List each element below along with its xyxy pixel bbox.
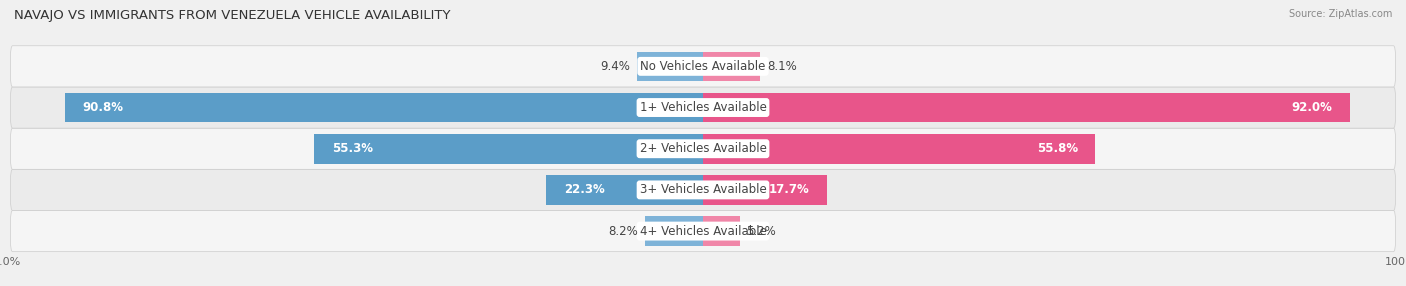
Text: 8.1%: 8.1%	[768, 60, 797, 73]
Text: 2+ Vehicles Available: 2+ Vehicles Available	[640, 142, 766, 155]
Text: NAVAJO VS IMMIGRANTS FROM VENEZUELA VEHICLE AVAILABILITY: NAVAJO VS IMMIGRANTS FROM VENEZUELA VEHI…	[14, 9, 450, 21]
Bar	[703, 93, 1350, 122]
Text: 55.3%: 55.3%	[332, 142, 373, 155]
Bar	[703, 175, 827, 205]
Text: 92.0%: 92.0%	[1291, 101, 1333, 114]
Text: 9.4%: 9.4%	[600, 60, 630, 73]
Bar	[65, 93, 703, 122]
Text: 8.2%: 8.2%	[609, 225, 638, 238]
FancyBboxPatch shape	[10, 210, 1396, 252]
Text: No Vehicles Available: No Vehicles Available	[640, 60, 766, 73]
Bar	[703, 134, 1095, 164]
Text: 17.7%: 17.7%	[769, 183, 810, 196]
Bar	[703, 51, 759, 81]
FancyBboxPatch shape	[10, 128, 1396, 169]
Text: 5.2%: 5.2%	[747, 225, 776, 238]
FancyBboxPatch shape	[10, 87, 1396, 128]
Text: 1+ Vehicles Available: 1+ Vehicles Available	[640, 101, 766, 114]
Text: Source: ZipAtlas.com: Source: ZipAtlas.com	[1288, 9, 1392, 19]
Bar	[546, 175, 703, 205]
Text: 90.8%: 90.8%	[82, 101, 124, 114]
Text: 55.8%: 55.8%	[1036, 142, 1078, 155]
Bar	[645, 216, 703, 246]
Text: 22.3%: 22.3%	[564, 183, 605, 196]
Text: 4+ Vehicles Available: 4+ Vehicles Available	[640, 225, 766, 238]
Bar	[315, 134, 703, 164]
FancyBboxPatch shape	[10, 46, 1396, 87]
Text: 3+ Vehicles Available: 3+ Vehicles Available	[640, 183, 766, 196]
Bar	[637, 51, 703, 81]
FancyBboxPatch shape	[10, 169, 1396, 210]
Bar	[703, 216, 740, 246]
